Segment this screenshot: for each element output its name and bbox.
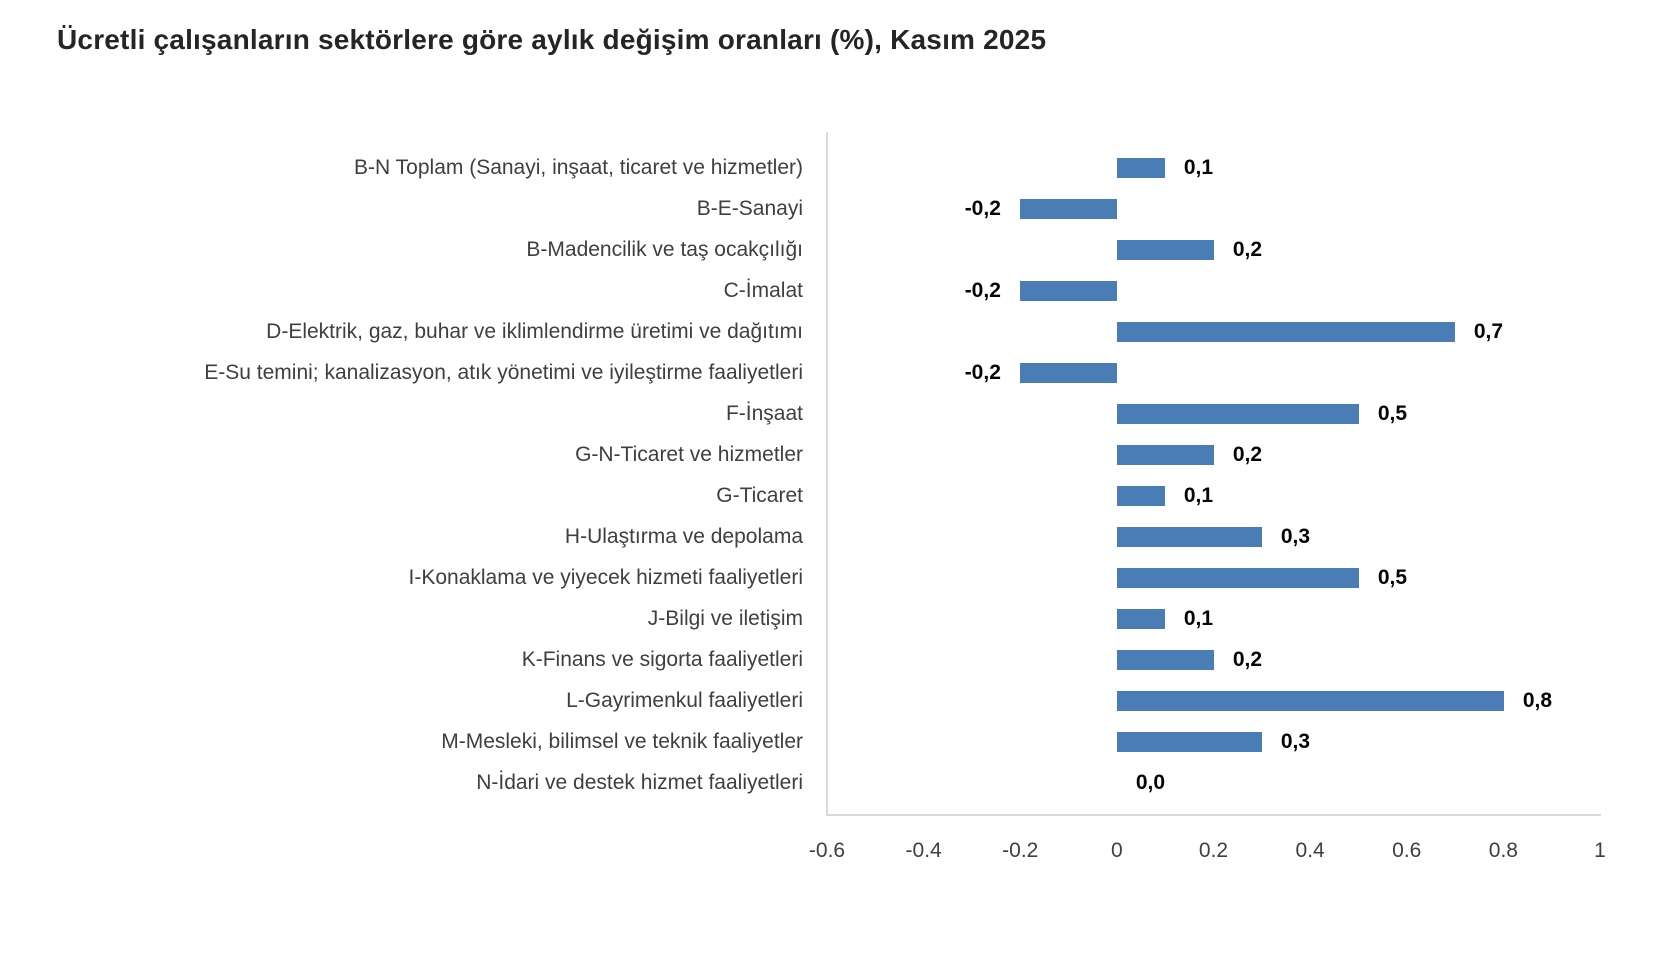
x-axis-tick-label: 0.8 <box>1488 839 1518 862</box>
bar <box>1116 732 1262 752</box>
value-label: 0,1 <box>1183 607 1214 630</box>
category-label: J-Bilgi ve iletişim <box>647 607 803 630</box>
category-label: G-Ticaret <box>716 484 803 507</box>
category-label: B-N Toplam (Sanayi, inşaat, ticaret ve h… <box>354 156 803 179</box>
value-label: 0,3 <box>1280 730 1311 753</box>
category-label: F-İnşaat <box>725 402 803 425</box>
value-label: -0,2 <box>964 279 1001 302</box>
value-label: 0,3 <box>1280 525 1311 548</box>
category-label: I-Konaklama ve yiyecek hizmeti faaliyetl… <box>408 566 804 589</box>
value-label: 0,7 <box>1473 320 1504 343</box>
bar <box>1116 486 1165 506</box>
category-label: E-Su temini; kanalizasyon, atık yönetimi… <box>204 361 803 384</box>
bar <box>1116 691 1504 711</box>
bar <box>1116 404 1359 424</box>
bar <box>1019 199 1117 219</box>
bar <box>1019 363 1117 383</box>
chart-title: Ücretli çalışanların sektörlere göre ayl… <box>57 24 1047 55</box>
bar <box>1116 527 1262 547</box>
x-axis-tick-label: 0.2 <box>1198 839 1229 862</box>
bar <box>1019 281 1117 301</box>
bar <box>1116 568 1359 588</box>
category-label: C-İmalat <box>723 279 803 302</box>
bar <box>1116 322 1455 342</box>
category-label: B-Madencilik ve taş ocakçılığı <box>526 238 803 261</box>
category-label: N-İdari ve destek hizmet faaliyetleri <box>476 771 803 794</box>
value-label: 0,0 <box>1135 771 1166 794</box>
category-label: K-Finans ve sigorta faaliyetleri <box>521 648 803 671</box>
category-label: M-Mesleki, bilimsel ve teknik faaliyetle… <box>441 730 803 753</box>
x-axis-line <box>826 814 1601 816</box>
x-axis-tick-label: -0.6 <box>808 839 846 862</box>
bar <box>1116 609 1165 629</box>
bar <box>1116 240 1214 260</box>
bar <box>1116 158 1165 178</box>
x-axis-tick-label: 1 <box>1594 839 1606 862</box>
value-label: 0,2 <box>1232 648 1263 671</box>
value-label: 0,2 <box>1232 443 1263 466</box>
x-axis-tick-label: -0.2 <box>1002 839 1039 862</box>
category-label: H-Ulaştırma ve depolama <box>564 525 803 548</box>
value-label: 0,1 <box>1183 156 1214 179</box>
category-label: B-E-Sanayi <box>696 197 803 220</box>
value-label: -0,2 <box>964 197 1001 220</box>
category-label: D-Elektrik, gaz, buhar ve iklimlendirme … <box>266 320 803 343</box>
value-label: 0,8 <box>1522 689 1553 712</box>
value-label: -0,2 <box>964 361 1001 384</box>
category-label: L-Gayrimenkul faaliyetleri <box>566 689 803 712</box>
value-label: 0,5 <box>1377 566 1408 589</box>
x-axis-tick-label: 0.4 <box>1295 839 1325 862</box>
x-axis-tick-label: 0.6 <box>1392 839 1422 862</box>
x-axis-tick-label: -0.4 <box>905 839 942 862</box>
category-label: G-N-Ticaret ve hizmetler <box>575 443 803 466</box>
y-axis-line <box>826 132 828 814</box>
value-label: 0,5 <box>1377 402 1408 425</box>
bar <box>1116 445 1214 465</box>
x-axis-tick-label: 0 <box>1111 839 1123 862</box>
value-label: 0,2 <box>1232 238 1263 261</box>
value-label: 0,1 <box>1183 484 1214 507</box>
bar <box>1116 650 1214 670</box>
